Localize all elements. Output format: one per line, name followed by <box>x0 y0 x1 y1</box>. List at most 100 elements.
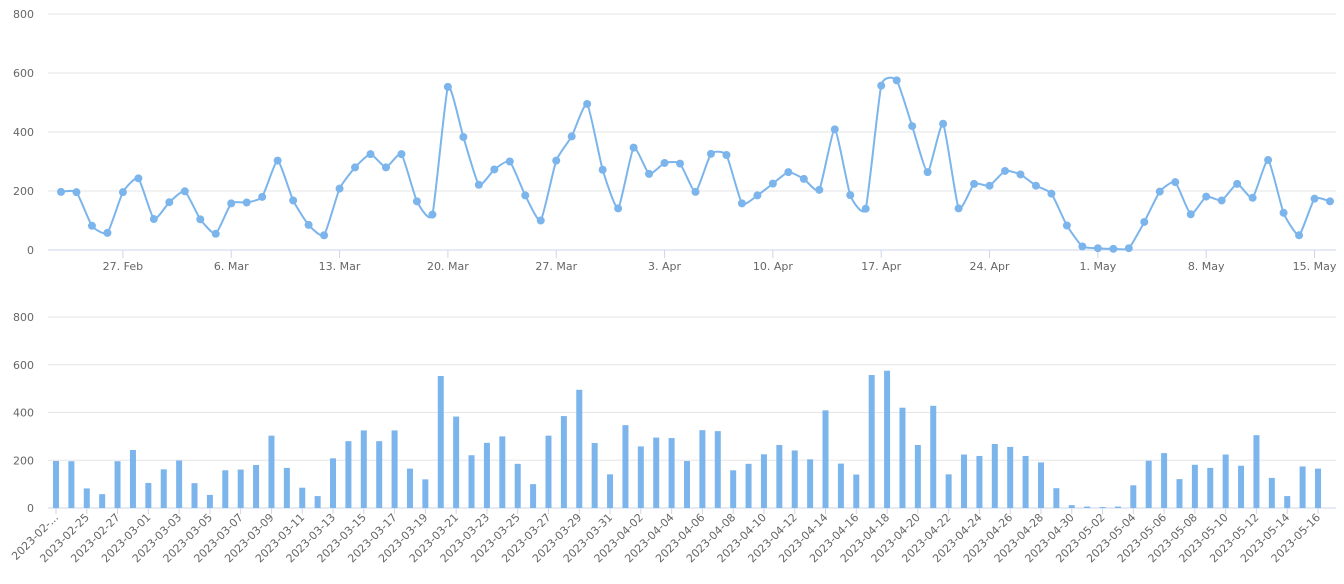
bar[interactable] <box>499 436 506 508</box>
line-point[interactable] <box>134 174 143 183</box>
line-point[interactable] <box>103 228 112 237</box>
bar[interactable] <box>437 375 444 508</box>
bar[interactable] <box>1207 467 1214 508</box>
line-point[interactable] <box>1109 244 1118 253</box>
bar[interactable] <box>299 487 306 508</box>
bar[interactable] <box>391 430 398 508</box>
line-point[interactable] <box>830 125 839 134</box>
bar[interactable] <box>1037 462 1044 508</box>
line-point[interactable] <box>877 81 886 90</box>
bar[interactable] <box>283 467 290 508</box>
bar[interactable] <box>145 482 152 508</box>
bar[interactable] <box>576 389 583 508</box>
line-point[interactable] <box>1233 179 1242 188</box>
line-point[interactable] <box>1279 208 1288 217</box>
line-point[interactable] <box>768 179 777 188</box>
bar[interactable] <box>1191 464 1198 508</box>
line-point[interactable] <box>753 191 762 200</box>
line-point[interactable] <box>289 196 298 205</box>
line-point[interactable] <box>320 231 329 240</box>
line-point[interactable] <box>970 179 979 188</box>
line-point[interactable] <box>1155 187 1164 196</box>
bar[interactable] <box>176 460 183 508</box>
line-point[interactable] <box>1217 196 1226 205</box>
bar[interactable] <box>514 463 521 508</box>
bar[interactable] <box>99 494 106 508</box>
bar[interactable] <box>114 461 121 508</box>
line-point[interactable] <box>1031 181 1040 190</box>
line-point[interactable] <box>490 165 499 174</box>
line-point[interactable] <box>737 199 746 208</box>
line-point[interactable] <box>861 204 870 213</box>
line-point[interactable] <box>1016 170 1025 179</box>
bar[interactable] <box>622 425 629 508</box>
bar[interactable] <box>560 416 567 508</box>
line-point[interactable] <box>242 198 251 207</box>
bar[interactable] <box>837 463 844 508</box>
line-point[interactable] <box>1202 192 1211 201</box>
line-point[interactable] <box>676 159 685 168</box>
line-point[interactable] <box>1310 194 1319 203</box>
bar[interactable] <box>422 479 429 508</box>
line-point[interactable] <box>165 198 174 207</box>
bar[interactable] <box>129 449 136 508</box>
line-point[interactable] <box>57 187 65 196</box>
line-point[interactable] <box>908 122 917 131</box>
line-point[interactable] <box>815 185 824 194</box>
line-point[interactable] <box>428 210 437 219</box>
bar[interactable] <box>345 441 352 508</box>
bar[interactable] <box>53 460 59 508</box>
bar[interactable] <box>745 463 752 508</box>
line-point[interactable] <box>397 150 406 159</box>
bar[interactable] <box>607 474 614 508</box>
line-point[interactable] <box>598 165 607 174</box>
bar[interactable] <box>1114 506 1121 508</box>
line-point[interactable] <box>149 215 158 224</box>
bar[interactable] <box>884 370 891 508</box>
bar[interactable] <box>268 435 275 508</box>
bar[interactable] <box>668 438 675 508</box>
line-point[interactable] <box>273 156 282 165</box>
bar[interactable] <box>483 442 490 508</box>
line-point[interactable] <box>784 168 793 177</box>
line-point[interactable] <box>1248 193 1257 202</box>
bar[interactable] <box>714 431 721 508</box>
bar[interactable] <box>1238 465 1245 508</box>
bar[interactable] <box>961 454 968 508</box>
bar[interactable] <box>1099 507 1106 508</box>
line-point[interactable] <box>567 132 576 141</box>
line-point[interactable] <box>629 143 638 152</box>
line-point[interactable] <box>474 180 483 189</box>
bar[interactable] <box>545 435 552 508</box>
bar[interactable] <box>1161 453 1168 508</box>
bar[interactable] <box>453 416 460 508</box>
bar[interactable] <box>807 459 814 508</box>
line-point[interactable] <box>1001 166 1010 175</box>
bar[interactable] <box>191 483 198 508</box>
bar[interactable] <box>1284 496 1291 508</box>
bar[interactable] <box>699 430 706 508</box>
line-point[interactable] <box>536 216 545 225</box>
line-point[interactable] <box>552 156 561 165</box>
bar[interactable] <box>1053 488 1060 508</box>
bar[interactable] <box>237 469 244 508</box>
bar[interactable] <box>1268 477 1275 508</box>
line-point[interactable] <box>412 197 421 206</box>
bar[interactable] <box>314 496 321 508</box>
line-point[interactable] <box>1264 156 1273 165</box>
bar[interactable] <box>68 461 75 508</box>
line-point[interactable] <box>706 149 715 158</box>
line-point[interactable] <box>799 174 808 183</box>
bar[interactable] <box>730 470 737 508</box>
bar[interactable] <box>83 488 90 508</box>
bar[interactable] <box>1084 506 1091 508</box>
line-point[interactable] <box>1140 217 1149 226</box>
line-point[interactable] <box>521 191 530 200</box>
line-point[interactable] <box>381 163 390 172</box>
line-point[interactable] <box>939 119 948 128</box>
bar[interactable] <box>591 443 598 508</box>
line-point[interactable] <box>304 220 313 229</box>
line-point[interactable] <box>72 188 81 197</box>
bar[interactable] <box>945 474 952 508</box>
line-point[interactable] <box>583 99 592 108</box>
